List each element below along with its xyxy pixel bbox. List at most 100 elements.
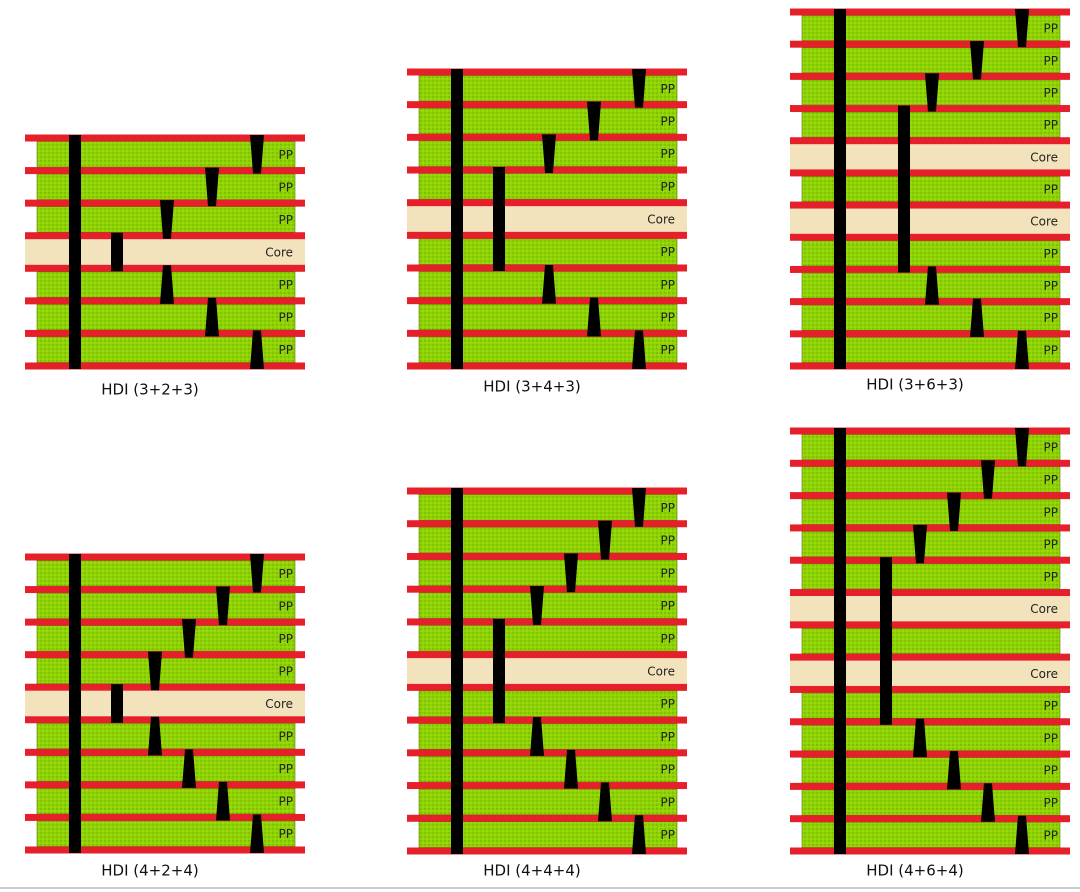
through-via <box>69 554 81 853</box>
layer-label: PP <box>661 343 675 357</box>
layer-label: PP <box>279 180 293 194</box>
microvia <box>913 524 927 564</box>
copper-layer <box>407 329 687 337</box>
layer-label: PP <box>279 567 293 581</box>
copper-layer <box>790 782 1070 790</box>
core-layer <box>407 206 687 232</box>
layer-label: PP <box>661 82 675 96</box>
copper-layer <box>790 40 1070 48</box>
stackup-caption: HDI (3+6+3) <box>866 376 964 394</box>
layer-label: PP <box>1044 279 1058 293</box>
layer-label: PP <box>279 599 293 613</box>
through-via <box>451 488 463 854</box>
microvia <box>925 266 939 305</box>
microvia <box>542 134 556 173</box>
layer-label: PP <box>661 795 675 809</box>
copper-layer <box>25 586 305 594</box>
copper-layer <box>790 750 1070 758</box>
microvia <box>182 619 196 658</box>
layer-label: Core <box>1030 150 1058 164</box>
microvia <box>981 460 995 499</box>
layer-label: PP <box>1044 796 1058 810</box>
microvia <box>1015 330 1029 369</box>
layer-label: PP <box>279 632 293 646</box>
layer-label: PP <box>1044 473 1058 487</box>
layer-label: PP <box>1044 538 1058 552</box>
microvia <box>598 782 612 822</box>
copper-layer <box>25 134 305 142</box>
copper-layer <box>407 716 687 724</box>
copper-layer <box>25 167 305 175</box>
microvia <box>925 73 939 112</box>
copper-layer <box>407 651 687 659</box>
copper-layer <box>25 553 305 561</box>
copper-layer <box>790 492 1070 500</box>
microvia <box>216 781 230 821</box>
layer-label: PP <box>1044 22 1058 36</box>
stackup-caption: HDI (3+2+3) <box>101 381 199 399</box>
copper-layer <box>407 487 687 495</box>
copper-layer <box>25 846 305 854</box>
copper-layer <box>25 683 305 691</box>
stackup-caption: HDI (3+4+3) <box>483 378 581 396</box>
core-layer <box>790 596 1070 622</box>
copper-layer <box>407 782 687 790</box>
layer-label: PP <box>661 763 675 777</box>
core-layer <box>25 239 305 265</box>
microvia <box>160 200 174 239</box>
copper-layer <box>790 8 1070 16</box>
copper-layer <box>407 520 687 528</box>
layer-label: PP <box>661 632 675 646</box>
layer-label: PP <box>661 311 675 325</box>
copper-layer <box>407 68 687 76</box>
copper-layer <box>790 169 1070 177</box>
layer-label: PP <box>661 599 675 613</box>
core-layer <box>790 144 1070 170</box>
copper-layer <box>790 653 1070 661</box>
copper-layer <box>407 101 687 109</box>
layer-label: PP <box>661 115 675 129</box>
layer-label: PP <box>1044 764 1058 778</box>
layer-label: Core <box>1030 215 1058 229</box>
layer-label: PP <box>1044 505 1058 519</box>
stackup-caption: HDI (4+4+4) <box>483 862 581 880</box>
copper-layer <box>790 233 1070 241</box>
layer-label: PP <box>279 148 293 162</box>
layer-label: PP <box>661 566 675 580</box>
copper-layer <box>790 718 1070 726</box>
microvia <box>148 651 162 691</box>
copper-layer <box>790 427 1070 435</box>
through-via <box>69 135 81 369</box>
microvia <box>632 69 646 108</box>
microvia <box>632 330 646 369</box>
layer-label: PP <box>1044 441 1058 455</box>
copper-layer <box>407 552 687 560</box>
microvia <box>970 298 984 337</box>
copper-layer <box>407 847 687 855</box>
copper-layer <box>407 585 687 593</box>
layer-label: PP <box>279 762 293 776</box>
buried-via <box>493 618 505 724</box>
layer-label: Core <box>1030 667 1058 681</box>
layer-label: Core <box>647 665 675 679</box>
copper-layer <box>407 683 687 691</box>
microvia <box>1015 9 1029 48</box>
copper-layer <box>790 137 1070 145</box>
copper-layer <box>790 847 1070 855</box>
layer-label: Core <box>265 246 293 260</box>
layer-label: PP <box>661 501 675 515</box>
layer-label: PP <box>279 213 293 227</box>
microvia <box>542 265 556 304</box>
layer-label: PP <box>661 245 675 259</box>
layer-label: PP <box>1044 311 1058 325</box>
microvia <box>587 101 601 141</box>
microvia <box>947 492 961 531</box>
buried-via <box>493 167 505 271</box>
buried-via <box>111 232 123 272</box>
microvia <box>250 330 264 369</box>
core-layer <box>790 660 1070 686</box>
microvia <box>947 751 961 790</box>
layer-label: PP <box>279 664 293 678</box>
microvia <box>564 553 578 593</box>
